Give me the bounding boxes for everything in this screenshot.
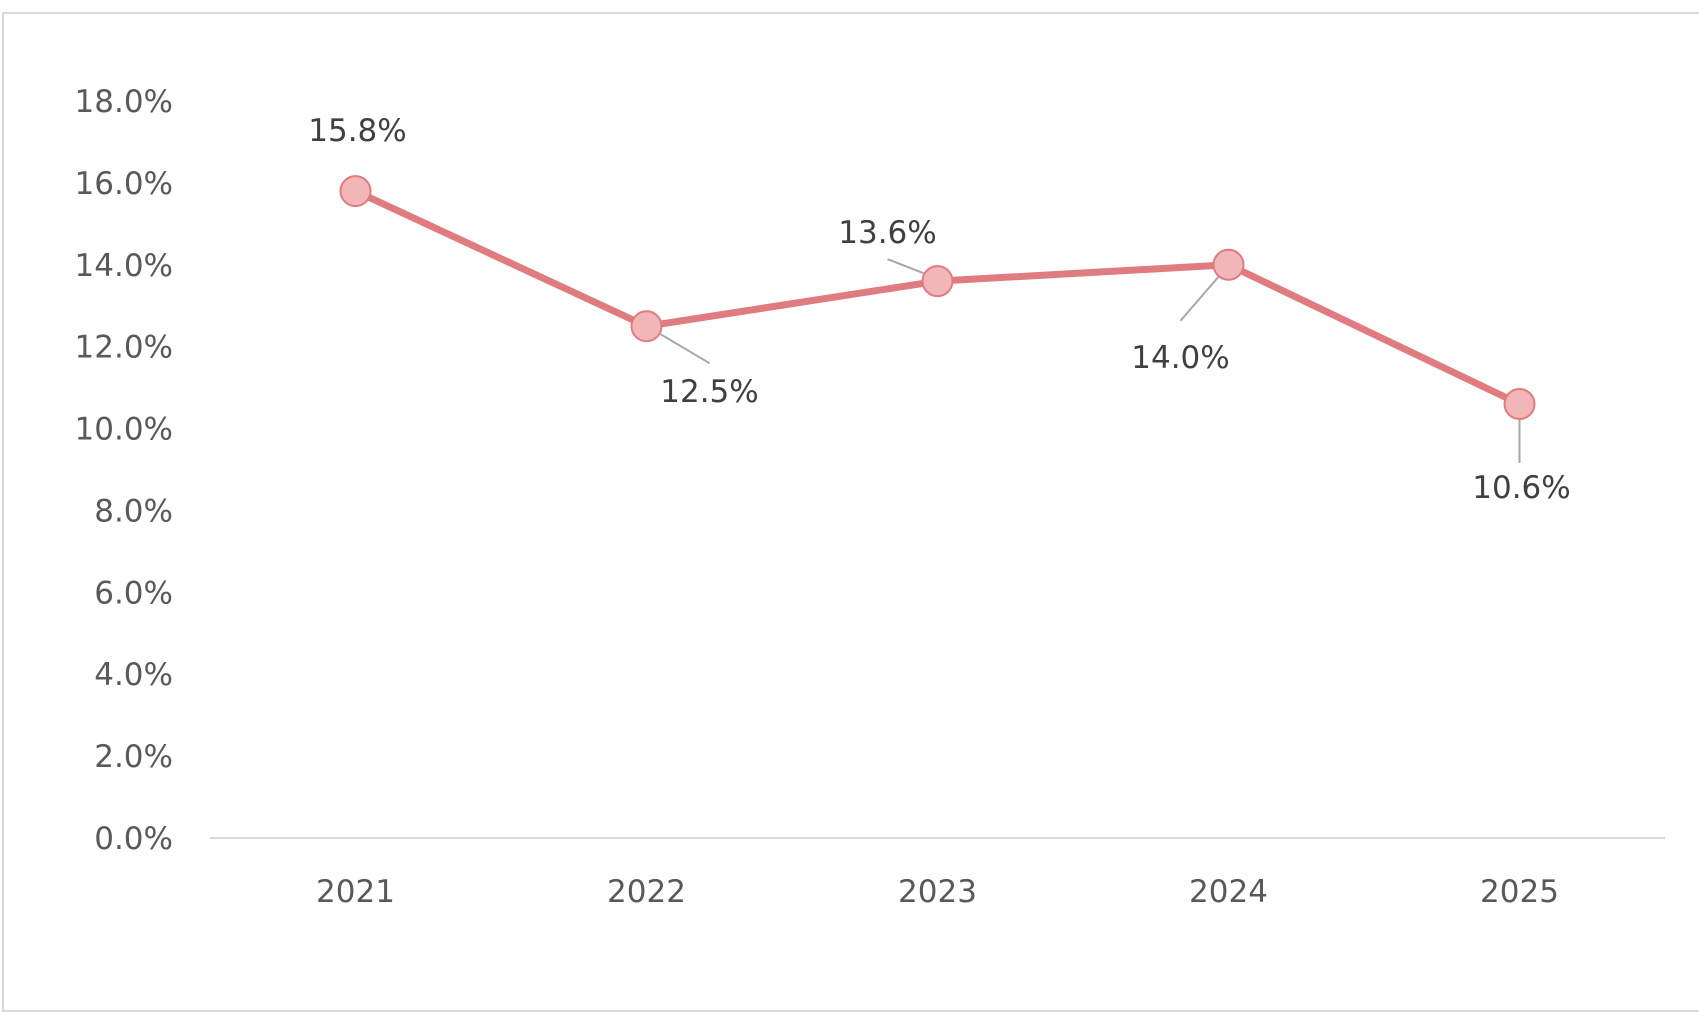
y-tick-label: 12.0% <box>75 330 173 366</box>
y-tick-label: 8.0% <box>94 493 173 529</box>
data-point <box>339 175 372 208</box>
y-tick-label: 0.0% <box>94 821 173 857</box>
x-tick-label: 2023 <box>898 874 977 910</box>
x-tick-label: 2025 <box>1480 874 1559 910</box>
series-line-group <box>352 187 1523 408</box>
x-axis-tick-labels: 2021 2022 2023 2024 2025 <box>316 874 1559 910</box>
y-tick-label: 2.0% <box>94 739 173 775</box>
y-tick-label: 10.0% <box>75 412 173 448</box>
leader-line <box>887 258 924 275</box>
line-chart: 0.0% 2.0% 4.0% 6.0% 8.0% 10.0% 12.0% 14.0% 16.0%… <box>75 84 1665 910</box>
leader-line <box>659 333 711 365</box>
y-tick-label: 16.0% <box>75 166 173 202</box>
x-tick-label: 2022 <box>607 874 686 910</box>
y-tick-label: 4.0% <box>94 657 173 693</box>
y-tick-label: 18.0% <box>75 84 173 120</box>
data-label: 14.0% <box>1131 340 1229 376</box>
x-tick-label: 2024 <box>1189 874 1268 910</box>
y-axis-tick-labels: 0.0% 2.0% 4.0% 6.0% 8.0% 10.0% 12.0% 14.0% 16.0%… <box>75 84 173 857</box>
x-tick-label: 2021 <box>316 874 395 910</box>
data-label: 13.6% <box>838 215 936 251</box>
data-label-leader-lines <box>659 258 1521 463</box>
leader-line <box>1179 276 1220 322</box>
data-point <box>630 310 663 343</box>
data-point <box>1503 387 1536 420</box>
data-point <box>921 265 954 298</box>
data-label: 12.5% <box>660 374 758 410</box>
y-tick-label: 14.0% <box>75 248 173 284</box>
data-label: 10.6% <box>1472 470 1570 506</box>
data-point-markers <box>339 175 1536 420</box>
data-labels: 15.8% 12.5% 13.6% 14.0% 10.6% <box>308 113 1570 506</box>
chart-frame <box>2 12 1699 1012</box>
y-tick-label: 6.0% <box>94 575 173 611</box>
data-label: 15.8% <box>308 113 406 149</box>
data-point <box>1212 248 1245 281</box>
series-line <box>352 187 1523 408</box>
